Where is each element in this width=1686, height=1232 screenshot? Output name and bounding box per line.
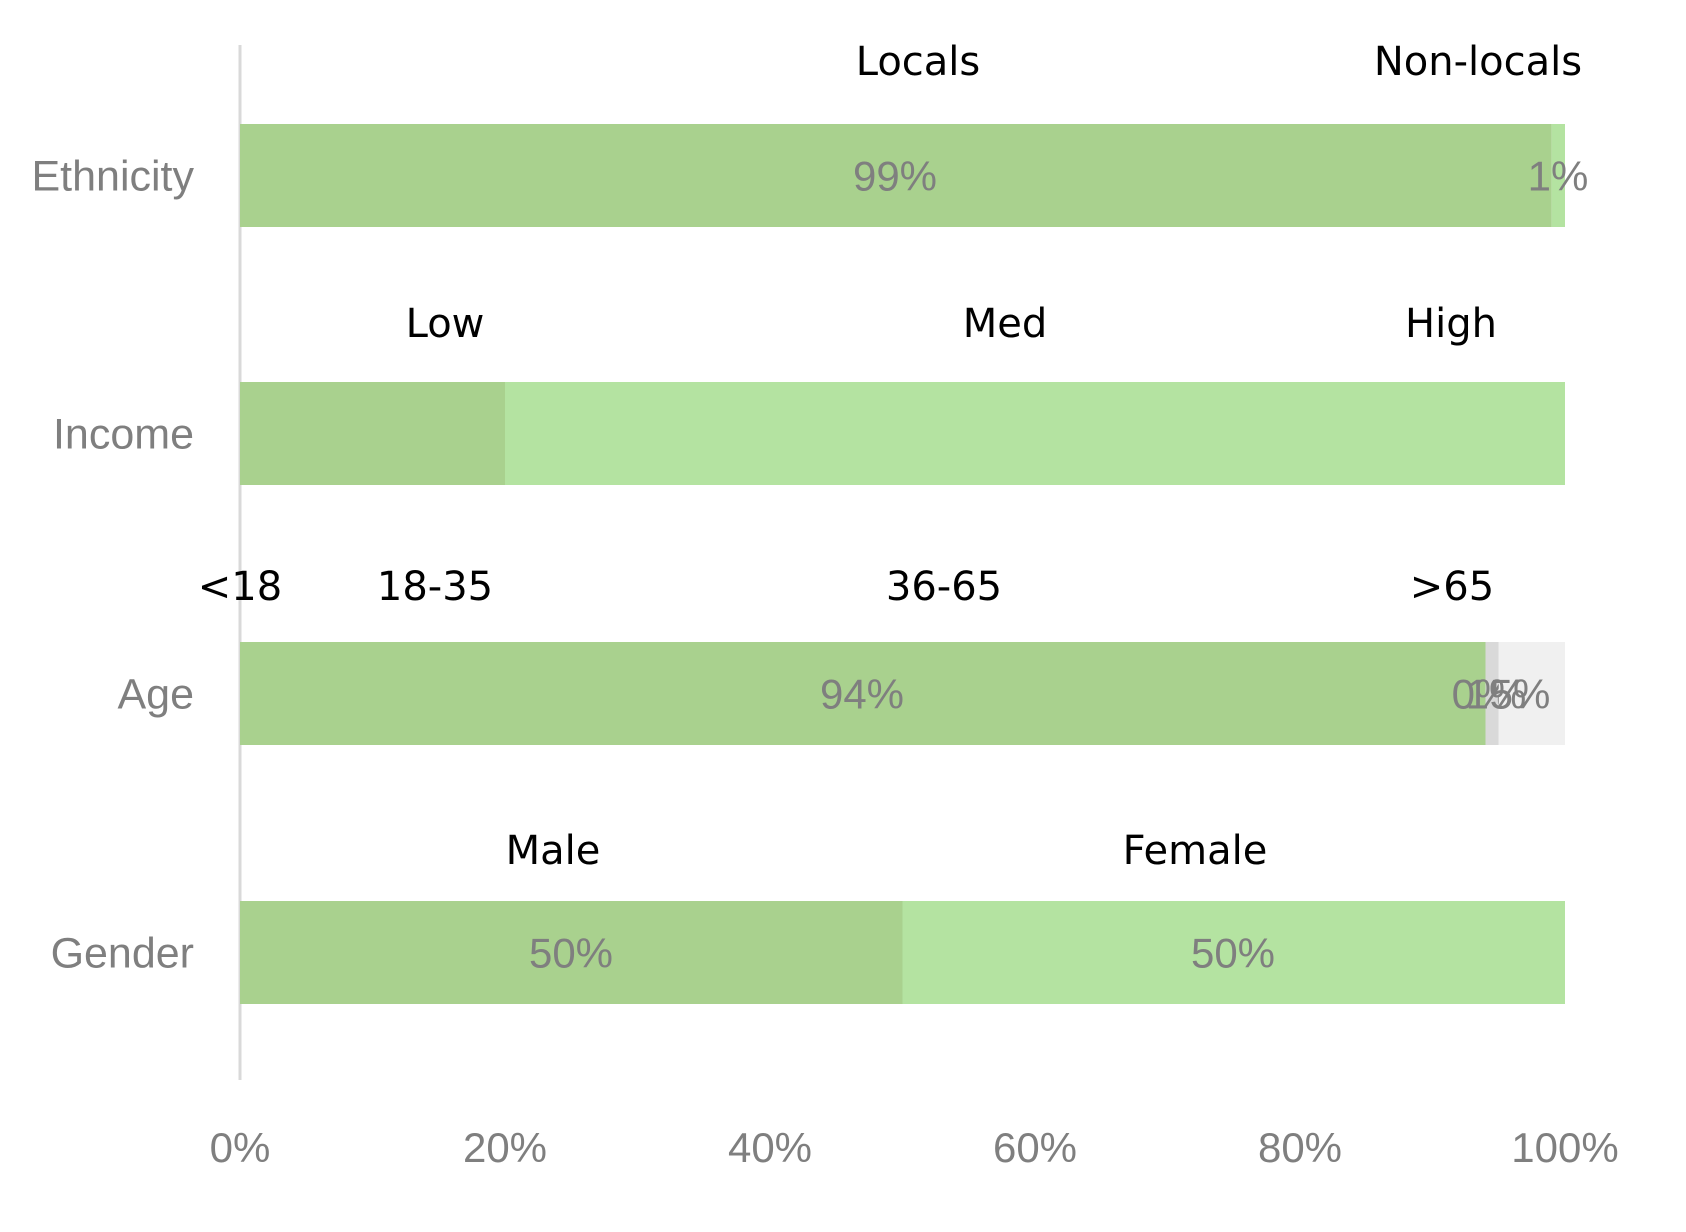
data-label: 94% (820, 671, 904, 718)
bar-segment (1498, 642, 1565, 745)
x-tick-label: 0% (210, 1124, 271, 1171)
data-label: 1% (1466, 671, 1527, 718)
segment-title-label: >65 (1410, 564, 1494, 610)
bar-segment (240, 382, 505, 485)
x-tick-label: 100% (1511, 1124, 1618, 1171)
bar-segment (1551, 124, 1565, 227)
segment-title-label: Male (506, 828, 601, 874)
segment-title-label: Low (406, 301, 485, 347)
segment-title-label: <18 (198, 564, 282, 610)
segment-title-label: Non-locals (1374, 39, 1582, 85)
x-tick-label: 40% (728, 1124, 812, 1171)
bar-segment (240, 901, 903, 1004)
data-label: 50% (529, 930, 613, 977)
data-label: 5% (1490, 671, 1551, 718)
segment-title-label: 36-65 (886, 564, 1002, 610)
bar-segment (240, 642, 1486, 745)
x-tick-label: 60% (993, 1124, 1077, 1171)
category-label: Ethnicity (31, 153, 194, 201)
segment-title-label: Female (1123, 828, 1268, 874)
x-tick-label: 20% (463, 1124, 547, 1171)
segment-title-label: High (1405, 301, 1497, 347)
x-tick-label: 80% (1258, 1124, 1342, 1171)
data-label: 99% (853, 153, 937, 200)
segment-title-label: 18-35 (377, 564, 493, 610)
bar-segment (1485, 642, 1499, 745)
segment-title-label: Med (963, 301, 1048, 347)
bar-segment (505, 382, 1565, 485)
data-label: 50% (1191, 930, 1275, 977)
category-label: Income (53, 411, 194, 459)
bar-segment (902, 901, 1565, 1004)
data-label: 1% (1528, 153, 1589, 200)
category-label: Gender (51, 930, 194, 978)
segment-title-label: Locals (856, 39, 981, 85)
bar-segment (240, 124, 1552, 227)
category-label: Age (117, 671, 194, 719)
